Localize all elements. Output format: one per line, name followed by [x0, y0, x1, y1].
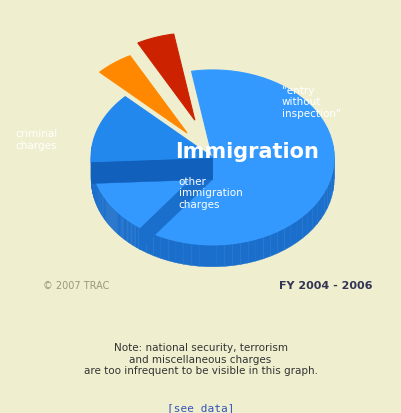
Polygon shape	[317, 197, 321, 224]
Text: © 2007 TRAC: © 2007 TRAC	[43, 280, 109, 290]
Polygon shape	[184, 243, 192, 266]
Polygon shape	[107, 202, 109, 225]
Polygon shape	[91, 97, 213, 162]
Polygon shape	[121, 216, 122, 238]
Polygon shape	[297, 217, 303, 243]
Polygon shape	[208, 245, 216, 267]
Polygon shape	[103, 196, 104, 219]
Polygon shape	[97, 185, 98, 208]
Polygon shape	[321, 192, 324, 219]
Text: "entry
without
inspection": "entry without inspection"	[282, 85, 341, 119]
Polygon shape	[146, 231, 154, 256]
Polygon shape	[303, 212, 308, 239]
Polygon shape	[308, 207, 313, 234]
Polygon shape	[94, 178, 95, 201]
Polygon shape	[140, 228, 146, 253]
Polygon shape	[248, 240, 256, 263]
Polygon shape	[98, 188, 99, 211]
Polygon shape	[232, 243, 240, 266]
Text: criminal
charges: criminal charges	[16, 129, 58, 151]
Polygon shape	[161, 237, 168, 261]
Polygon shape	[119, 214, 120, 236]
Text: other
immigration
charges: other immigration charges	[178, 176, 242, 209]
Polygon shape	[200, 245, 208, 267]
Polygon shape	[324, 187, 328, 214]
Polygon shape	[137, 226, 138, 249]
Polygon shape	[313, 203, 317, 229]
Polygon shape	[106, 199, 107, 223]
Polygon shape	[168, 239, 176, 263]
Polygon shape	[104, 197, 105, 220]
Polygon shape	[330, 176, 332, 203]
Polygon shape	[240, 242, 248, 265]
Polygon shape	[91, 158, 213, 184]
Polygon shape	[111, 206, 112, 229]
Polygon shape	[134, 225, 136, 247]
Polygon shape	[192, 244, 200, 267]
Polygon shape	[140, 71, 334, 245]
Polygon shape	[271, 232, 278, 256]
Polygon shape	[124, 218, 125, 240]
Polygon shape	[278, 228, 284, 254]
Polygon shape	[140, 158, 213, 250]
Polygon shape	[136, 225, 137, 248]
Polygon shape	[154, 234, 161, 259]
Text: FY 2004 - 2006: FY 2004 - 2006	[279, 280, 373, 290]
Polygon shape	[110, 205, 111, 228]
Polygon shape	[120, 215, 121, 237]
Polygon shape	[117, 211, 118, 235]
Polygon shape	[129, 221, 130, 244]
Polygon shape	[224, 244, 232, 267]
Polygon shape	[91, 158, 213, 228]
Polygon shape	[140, 158, 213, 250]
Polygon shape	[113, 209, 115, 231]
Polygon shape	[328, 181, 330, 209]
Polygon shape	[128, 220, 129, 243]
Polygon shape	[256, 237, 263, 261]
Polygon shape	[130, 222, 132, 245]
Polygon shape	[112, 207, 113, 230]
Polygon shape	[176, 241, 184, 265]
Polygon shape	[291, 221, 297, 247]
Polygon shape	[109, 204, 110, 227]
Polygon shape	[333, 164, 334, 192]
Polygon shape	[138, 35, 195, 121]
Polygon shape	[122, 216, 124, 239]
Polygon shape	[126, 219, 128, 242]
Polygon shape	[95, 182, 96, 204]
Polygon shape	[115, 211, 117, 233]
Polygon shape	[132, 223, 133, 246]
Polygon shape	[101, 192, 102, 216]
Polygon shape	[125, 218, 126, 241]
Polygon shape	[284, 225, 291, 250]
Text: [see data]: [see data]	[167, 402, 234, 412]
Polygon shape	[99, 57, 187, 134]
Polygon shape	[133, 224, 134, 247]
Polygon shape	[332, 170, 333, 197]
Text: Immigration: Immigration	[175, 142, 319, 162]
Polygon shape	[216, 245, 224, 267]
Polygon shape	[96, 183, 97, 206]
Polygon shape	[263, 235, 271, 259]
Polygon shape	[105, 198, 106, 221]
Polygon shape	[138, 227, 140, 250]
Polygon shape	[99, 189, 100, 212]
Polygon shape	[100, 191, 101, 214]
Polygon shape	[118, 213, 119, 235]
Polygon shape	[333, 146, 334, 174]
Polygon shape	[91, 158, 213, 184]
Polygon shape	[102, 194, 103, 217]
Text: Note: national security, terrorism
and miscellaneous charges
are too infrequent : Note: national security, terrorism and m…	[83, 342, 318, 375]
